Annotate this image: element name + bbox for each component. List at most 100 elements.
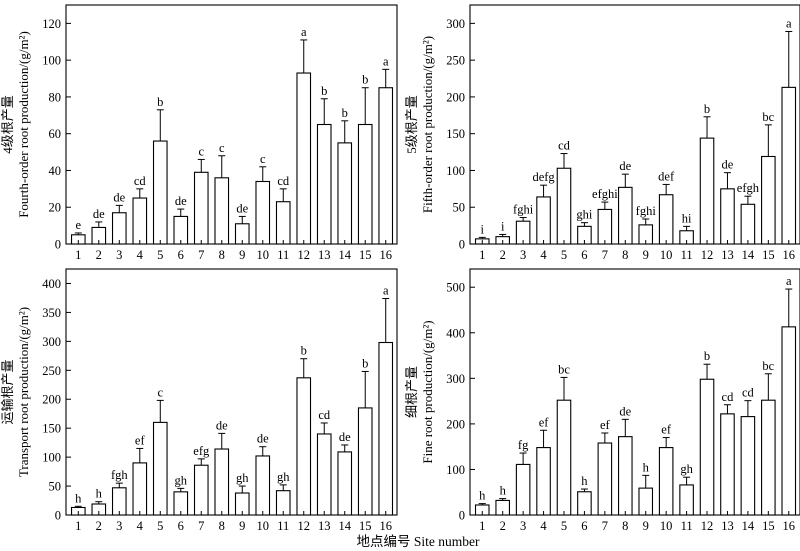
x-tick-label: 16 (379, 519, 392, 533)
significance-letter: fghi (513, 203, 534, 217)
x-tick-label: 16 (379, 248, 392, 262)
bar (173, 215, 189, 245)
x-tick-label: 10 (660, 519, 673, 533)
plot-frame (469, 268, 800, 516)
y-tick-label: 250 (446, 54, 465, 68)
significance-letter: de (619, 404, 631, 418)
bar (378, 341, 394, 516)
significance-letter: gh (175, 473, 188, 487)
x-tick-label: 2 (500, 248, 506, 262)
x-tick-label: 12 (701, 519, 714, 533)
significance-letter: h (581, 474, 588, 488)
plot-frame (65, 268, 398, 516)
bar (597, 442, 613, 516)
x-tick-label: 8 (622, 519, 628, 533)
significance-letter: h (479, 489, 486, 503)
x-tick-label: 8 (219, 519, 225, 533)
x-tick-label: 10 (660, 248, 673, 262)
significance-letter: i (481, 222, 485, 236)
y-tick-label: 50 (453, 201, 466, 215)
bar (781, 86, 797, 245)
x-tick-label: 4 (137, 248, 144, 262)
x-tick-label: 7 (198, 519, 204, 533)
x-tick-label: 15 (762, 519, 775, 533)
y-tick-label: 0 (55, 509, 61, 523)
y-tick-label: 400 (446, 326, 465, 340)
y-axis-label-en: Fifth-order root production/(g/m²) (420, 36, 435, 213)
x-tick-label: 3 (116, 248, 122, 262)
significance-letter: bc (762, 359, 774, 373)
y-tick-label: 0 (459, 238, 465, 252)
significance-letter: ef (135, 433, 146, 447)
x-tick-label: 10 (257, 519, 270, 533)
y-tick-label: 120 (42, 17, 61, 31)
bar (357, 407, 373, 516)
y-tick-label: 300 (42, 335, 61, 349)
x-tick-label: 8 (622, 248, 628, 262)
plot-frame (469, 4, 800, 245)
bar (193, 464, 209, 516)
panel-fine-roots: 0 100 200 300 400 500 h 1 h 2 fg 3 ef 4 bc 5 h 6 ef 7 de 8 h 9 e… (404, 268, 800, 533)
y-tick-label: 300 (446, 17, 465, 31)
bar (515, 463, 531, 516)
bar (618, 186, 633, 245)
significance-letter: a (383, 284, 389, 298)
bar (720, 188, 735, 245)
significance-letter: fg (518, 438, 529, 452)
significance-letter: cd (318, 408, 331, 422)
bar (720, 413, 735, 516)
x-tick-label: 14 (338, 248, 351, 262)
x-tick-label: 1 (75, 248, 81, 262)
significance-letter: hi (682, 211, 692, 225)
x-tick-label: 1 (75, 519, 81, 533)
significance-letter: c (260, 152, 266, 166)
significance-letter: h (500, 484, 507, 498)
x-tick-label: 11 (277, 248, 289, 262)
significance-letter: b (704, 349, 710, 363)
bar (132, 197, 148, 245)
y-tick-label: 20 (49, 201, 62, 215)
panel-fourth-order-roots: 0 20 40 60 80 100 120 e 1 de 2 de 3 cd 4 b 5 de 6 c 7 c 8 de 9 c 1… (0, 4, 398, 262)
panel-fifth-order-roots: 0 50 100 150 200 250 300 i 1 i 2 fghi 3 defg 4 cd 5 ghi 6 e… (404, 4, 800, 262)
bar (214, 177, 230, 245)
x-tick-label: 15 (359, 519, 372, 533)
x-tick-label: 10 (257, 248, 270, 262)
significance-letter: efgh (737, 181, 760, 195)
x-tick-label: 9 (239, 519, 245, 533)
x-tick-label: 3 (520, 248, 526, 262)
bar (378, 87, 394, 245)
x-tick-label: 6 (178, 519, 184, 533)
significance-letter: cd (277, 174, 290, 188)
y-tick-label: 400 (42, 277, 61, 291)
bar (255, 455, 271, 516)
bar (275, 201, 291, 245)
bar (296, 377, 312, 516)
bar (699, 137, 715, 245)
significance-letter: a (301, 25, 307, 39)
x-tick-label: 6 (178, 248, 184, 262)
x-tick-label: 5 (561, 519, 567, 533)
significance-letter: cd (722, 390, 735, 404)
significance-letter: ef (661, 423, 672, 437)
y-tick-label: 100 (42, 54, 61, 68)
x-tick-label: 8 (219, 248, 225, 262)
significance-letter: a (786, 274, 792, 288)
x-tick-label: 3 (520, 519, 526, 533)
significance-letter: c (198, 144, 204, 158)
significance-letter: gh (680, 462, 693, 476)
x-tick-label: 13 (318, 248, 331, 262)
significance-letter: ef (600, 418, 611, 432)
significance-letter: b (301, 344, 307, 358)
x-tick-label: 7 (602, 248, 608, 262)
significance-letter: i (501, 219, 505, 233)
bar (337, 451, 353, 516)
x-tick-label: 4 (540, 519, 547, 533)
significance-letter: e (76, 218, 82, 232)
significance-letter: bc (762, 110, 774, 124)
bar (214, 448, 230, 516)
significance-letter: def (658, 169, 675, 183)
y-axis-label-cn: 5级根产量 (404, 95, 419, 154)
bar (152, 421, 168, 516)
x-tick-label: 5 (561, 248, 567, 262)
x-tick-label: 14 (742, 248, 755, 262)
